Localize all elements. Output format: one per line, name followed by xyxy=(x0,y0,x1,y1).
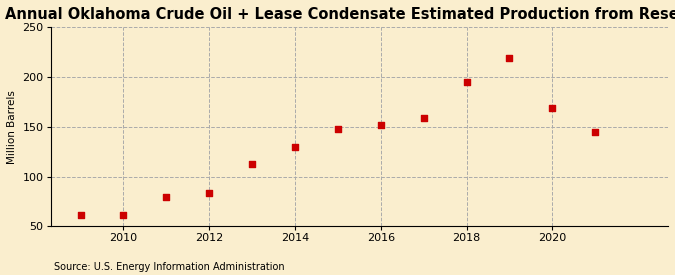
Title: Annual Oklahoma Crude Oil + Lease Condensate Estimated Production from Reserves: Annual Oklahoma Crude Oil + Lease Conden… xyxy=(5,7,675,22)
Point xyxy=(290,145,300,149)
Point xyxy=(75,213,86,218)
Point xyxy=(461,80,472,84)
Point xyxy=(418,116,429,120)
Y-axis label: Million Barrels: Million Barrels xyxy=(7,90,17,164)
Point xyxy=(204,190,215,195)
Text: Source: U.S. Energy Information Administration: Source: U.S. Energy Information Administ… xyxy=(54,262,285,272)
Point xyxy=(333,126,344,131)
Point xyxy=(161,195,171,200)
Point xyxy=(504,56,515,60)
Point xyxy=(118,213,129,218)
Point xyxy=(375,123,386,127)
Point xyxy=(590,130,601,134)
Point xyxy=(547,106,558,110)
Point xyxy=(246,161,257,166)
